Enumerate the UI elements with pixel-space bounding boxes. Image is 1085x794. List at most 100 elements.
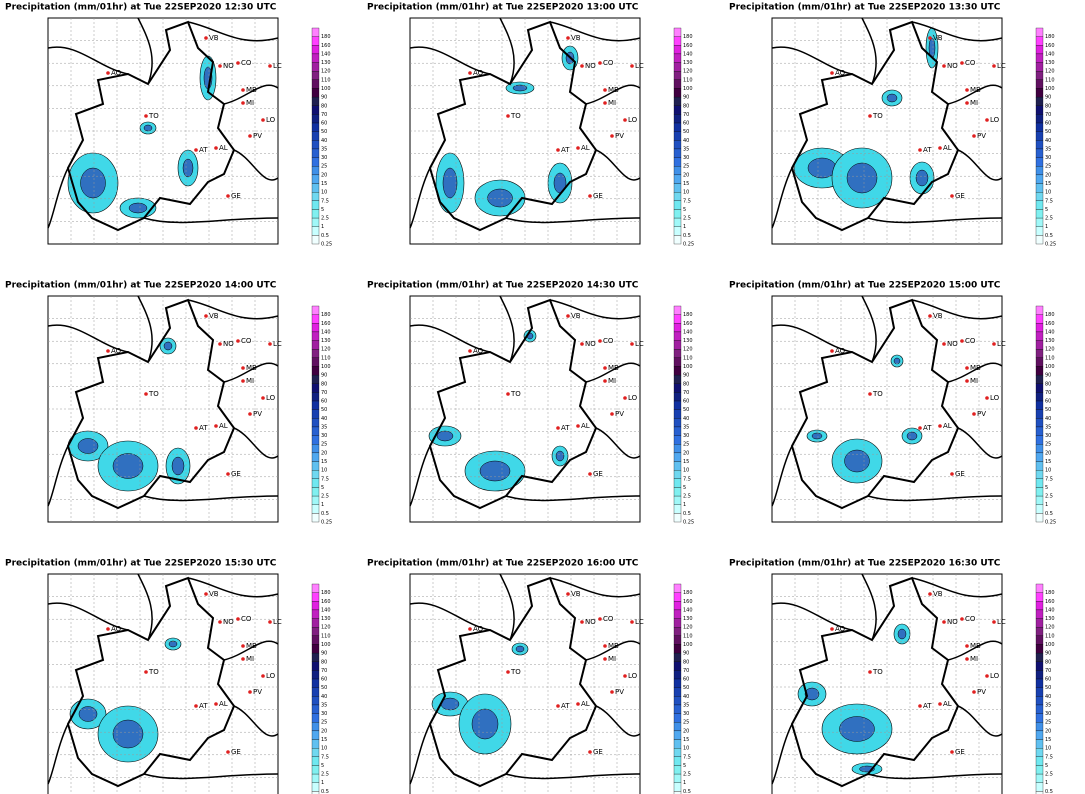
precip-core — [168, 640, 178, 648]
panel-title: Precipitation (mm/01hr) at Tue 22SEP2020… — [367, 281, 639, 291]
city-label: PV — [253, 410, 262, 418]
city-dot — [241, 379, 245, 383]
colorbar-label: 130 — [321, 60, 331, 66]
city-label: MB — [608, 642, 619, 650]
colorbar-label: 30 — [683, 711, 689, 717]
map-area: AO VB NO CO LC MB MI LO PV TO AT AL GE — [47, 17, 282, 245]
colorbar-label: 50 — [683, 685, 689, 691]
border-line — [771, 445, 793, 507]
city-label: GE — [593, 192, 603, 200]
border-line — [143, 217, 279, 224]
panel-title: Precipitation (mm/01hr) at Tue 22SEP2020… — [5, 281, 277, 291]
colorbar-cell — [311, 79, 320, 89]
city-dot — [226, 750, 230, 754]
colorbar-cell — [1035, 644, 1044, 654]
colorbar-cell — [311, 713, 320, 723]
colorbar-label: 20 — [321, 728, 327, 734]
precip-core — [80, 167, 106, 199]
border-line — [549, 299, 641, 320]
city-dot — [928, 314, 932, 318]
city-dot — [248, 134, 252, 138]
colorbar-label: 120 — [1045, 347, 1055, 353]
colorbar-label: 130 — [321, 338, 331, 344]
city-dot — [218, 620, 222, 624]
city-dot — [603, 101, 607, 105]
colorbar-label: 10 — [321, 746, 327, 752]
precip-core — [886, 93, 898, 103]
city-label: AT — [199, 424, 208, 432]
colorbar-cell — [311, 627, 320, 636]
city-label: AL — [581, 144, 590, 152]
city-label: CO — [603, 615, 614, 623]
colorbar-cell — [1035, 357, 1044, 367]
colorbar-cell — [1035, 678, 1044, 688]
colorbar-label: 5 — [321, 763, 324, 769]
city-dot — [241, 644, 245, 648]
colorbar-cell — [673, 314, 682, 324]
border-line — [409, 167, 431, 229]
colorbar-label: 70 — [1045, 668, 1051, 674]
border-line — [957, 149, 1003, 181]
colorbar-label: 50 — [1045, 129, 1051, 135]
colorbar-label: 60 — [683, 399, 689, 405]
colorbar-label: 130 — [321, 616, 331, 622]
precip-core — [807, 157, 837, 179]
colorbar-cell — [1035, 627, 1044, 636]
colorbar-cell — [673, 791, 682, 794]
colorbar-label: 20 — [321, 450, 327, 456]
colorbar-cell — [311, 392, 320, 402]
colorbar-label: 50 — [683, 129, 689, 135]
colorbar-label: 5 — [683, 485, 686, 491]
colorbar-cell — [673, 357, 682, 367]
city-dot — [588, 194, 592, 198]
city-dot — [218, 64, 222, 68]
city-dot — [960, 617, 964, 621]
colorbar-cell — [1035, 670, 1044, 680]
city-dot — [603, 88, 607, 92]
colorbar-cell — [311, 27, 320, 37]
border-line — [585, 640, 641, 661]
colorbar-label: 0.25 — [683, 520, 694, 526]
city-dot — [965, 88, 969, 92]
city-label: LO — [990, 394, 1000, 402]
city-dot — [942, 342, 946, 346]
colorbar-cell — [673, 131, 682, 141]
city-dot — [610, 690, 614, 694]
city-dot — [965, 644, 969, 648]
city-dot — [241, 657, 245, 661]
colorbar-cell — [311, 340, 320, 350]
precip-core — [906, 431, 918, 441]
colorbar-cell — [311, 652, 320, 662]
colorbar-cell — [311, 418, 320, 428]
colorbar-cell — [673, 756, 682, 766]
city-dot — [506, 670, 510, 674]
colorbar-label: 25 — [683, 442, 689, 448]
city-dot — [942, 64, 946, 68]
city-label: LO — [628, 394, 638, 402]
city-dot — [960, 61, 964, 65]
colorbar-cell — [311, 366, 320, 376]
colorbar-cell — [673, 148, 682, 158]
colorbar-cell — [1035, 773, 1044, 783]
colorbar-label: 140 — [683, 329, 693, 335]
border-line — [499, 573, 515, 641]
city-label: TO — [510, 112, 521, 120]
border-line — [911, 21, 1003, 42]
colorbar-label: 90 — [683, 651, 689, 657]
colorbar-cell — [673, 105, 682, 115]
precip-core — [844, 449, 870, 473]
colorbar-cell — [673, 452, 682, 462]
city-label: AL — [219, 422, 228, 430]
colorbar-cell — [673, 678, 682, 688]
precip-core — [893, 357, 901, 365]
colorbar-label: 40 — [321, 138, 327, 144]
colorbar-cell — [673, 400, 682, 410]
colorbar-label: 1 — [1045, 224, 1048, 230]
colorbar-cell — [1035, 435, 1044, 445]
city-label: NO — [947, 618, 958, 626]
colorbar-cell — [311, 114, 320, 124]
colorbar-cell — [311, 635, 320, 645]
city-dot — [144, 114, 148, 118]
border-line — [47, 445, 69, 507]
city-dot — [630, 64, 634, 68]
